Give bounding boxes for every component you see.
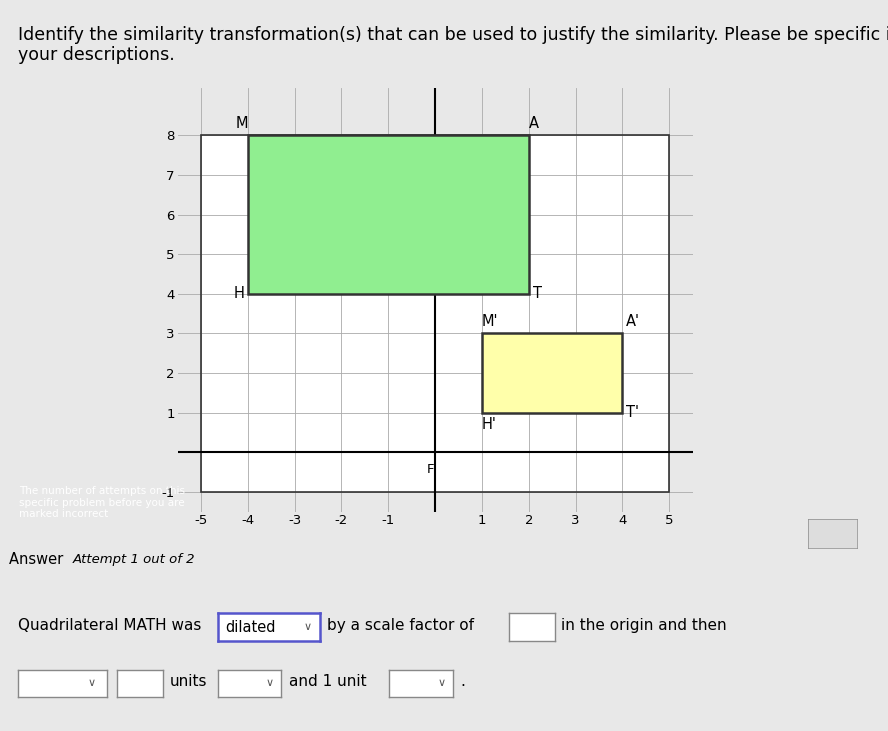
Text: ∨: ∨ [304,622,312,632]
Text: in the origin and then: in the origin and then [561,618,727,632]
Bar [201,135,670,492]
Text: Answer: Answer [9,552,73,567]
Text: by a scale factor of: by a scale factor of [327,618,474,632]
Text: ∨: ∨ [88,678,96,689]
Text: H': H' [482,417,496,433]
Text: dilated: dilated [226,620,276,635]
Text: .: . [460,674,464,689]
Text: F': F' [427,463,438,477]
Polygon shape [482,333,622,412]
Text: ∨: ∨ [266,678,274,689]
Text: M': M' [482,314,498,330]
Polygon shape [248,135,528,294]
Bar [201,135,670,492]
Text: T: T [533,287,542,301]
Text: A: A [528,115,539,131]
Text: The number of attempts on this
specific problem before you are
marked incorrect: The number of attempts on this specific … [19,486,185,519]
Text: Attempt 1 out of 2: Attempt 1 out of 2 [73,553,195,567]
Text: ∨: ∨ [437,678,445,689]
Text: A': A' [626,314,640,330]
Text: M: M [235,115,248,131]
Text: T': T' [626,405,639,420]
Text: Quadrilateral MATH was: Quadrilateral MATH was [18,618,202,632]
Text: Identify the similarity transformation(s) that can be used to justify the simila: Identify the similarity transformation(s… [18,26,888,64]
Text: units: units [170,674,207,689]
Text: and 1 unit: and 1 unit [289,674,366,689]
Text: H: H [234,287,244,301]
